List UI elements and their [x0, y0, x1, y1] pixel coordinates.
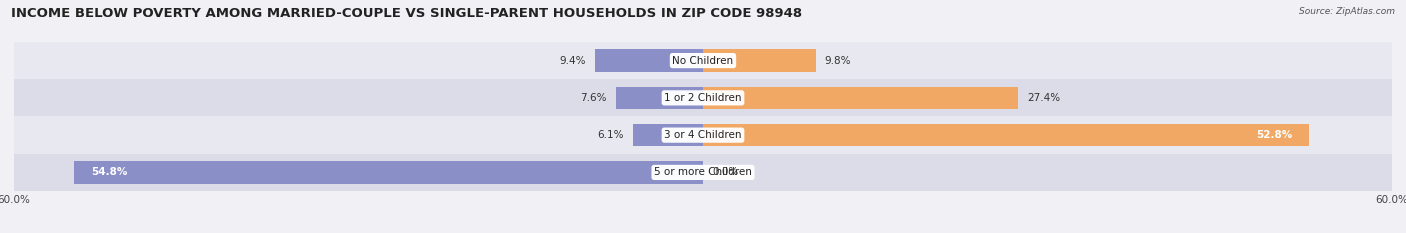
Text: 3 or 4 Children: 3 or 4 Children [664, 130, 742, 140]
Text: Source: ZipAtlas.com: Source: ZipAtlas.com [1299, 7, 1395, 16]
Text: No Children: No Children [672, 56, 734, 65]
Text: 0.0%: 0.0% [713, 168, 738, 177]
Text: 9.4%: 9.4% [560, 56, 586, 65]
Bar [616, 87, 703, 109]
Text: 27.4%: 27.4% [1026, 93, 1060, 103]
Text: 52.8%: 52.8% [1256, 130, 1292, 140]
Bar [14, 79, 1392, 116]
Text: 7.6%: 7.6% [581, 93, 606, 103]
Bar [73, 161, 703, 184]
Text: 5 or more Children: 5 or more Children [654, 168, 752, 177]
Text: 6.1%: 6.1% [598, 130, 624, 140]
Bar [703, 49, 815, 72]
Text: 54.8%: 54.8% [91, 168, 128, 177]
Bar [595, 49, 703, 72]
Bar [703, 124, 1309, 146]
Bar [14, 116, 1392, 154]
Bar [14, 154, 1392, 191]
Bar [14, 42, 1392, 79]
Text: 1 or 2 Children: 1 or 2 Children [664, 93, 742, 103]
Bar [633, 124, 703, 146]
Text: 9.8%: 9.8% [825, 56, 851, 65]
Bar [703, 87, 1018, 109]
Text: INCOME BELOW POVERTY AMONG MARRIED-COUPLE VS SINGLE-PARENT HOUSEHOLDS IN ZIP COD: INCOME BELOW POVERTY AMONG MARRIED-COUPL… [11, 7, 803, 20]
